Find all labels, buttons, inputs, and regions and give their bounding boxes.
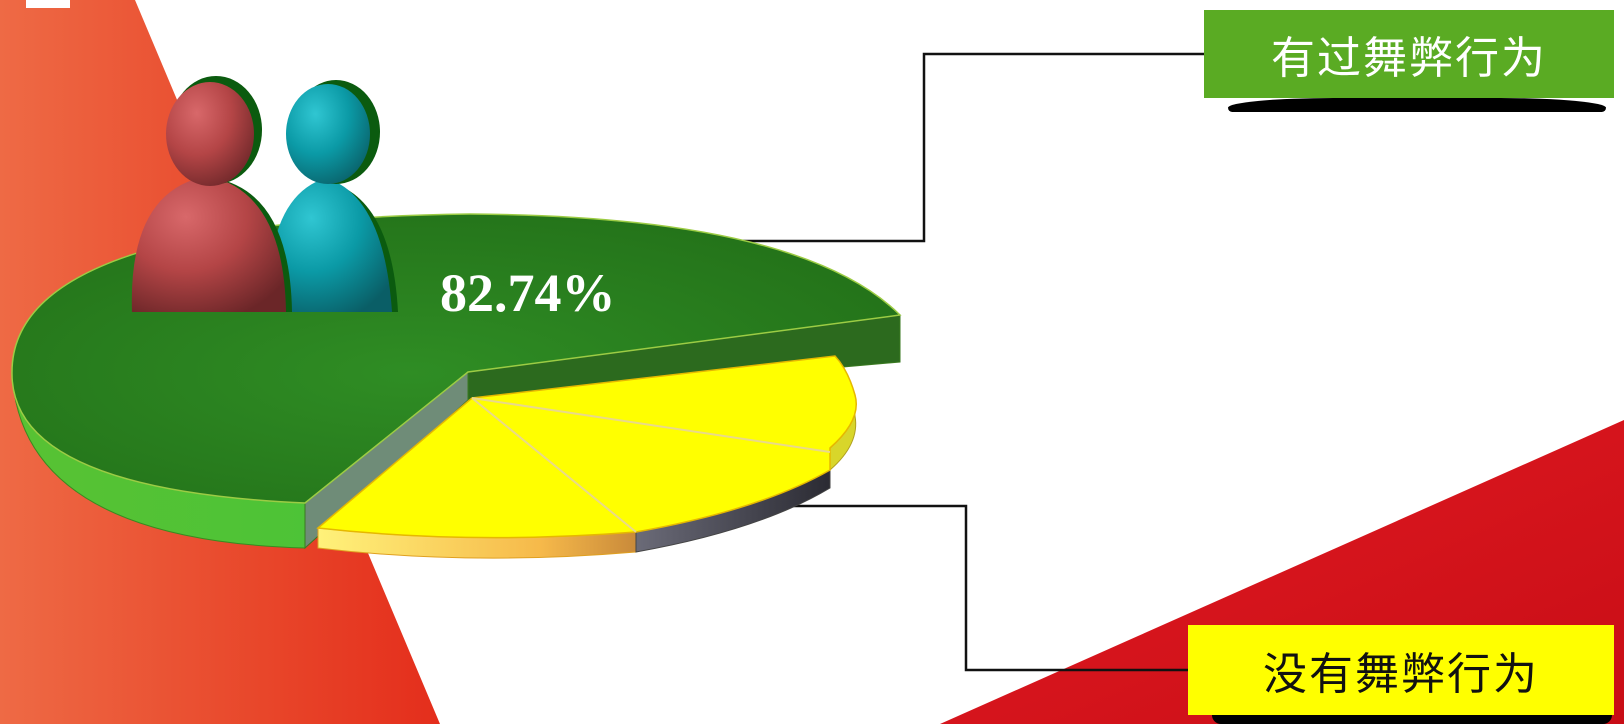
two-people-icon	[131, 76, 398, 312]
legend-label-cheated: 有过舞弊行为	[1204, 10, 1614, 98]
corner-mark	[26, 0, 70, 8]
slice-divider-1	[471, 397, 637, 533]
connector-line-cheated	[715, 52, 1204, 243]
pie-slice-not-cheated	[316, 355, 857, 539]
data-label-cheated-percent: 82.74%	[440, 263, 616, 323]
slice-divider-2	[471, 397, 831, 453]
label-shadow-not-cheated	[1212, 715, 1612, 724]
connector-line-not-cheated	[780, 504, 1188, 672]
legend-label-not-cheated: 没有舞弊行为	[1188, 625, 1614, 715]
label-shadow-cheated	[1228, 98, 1606, 112]
